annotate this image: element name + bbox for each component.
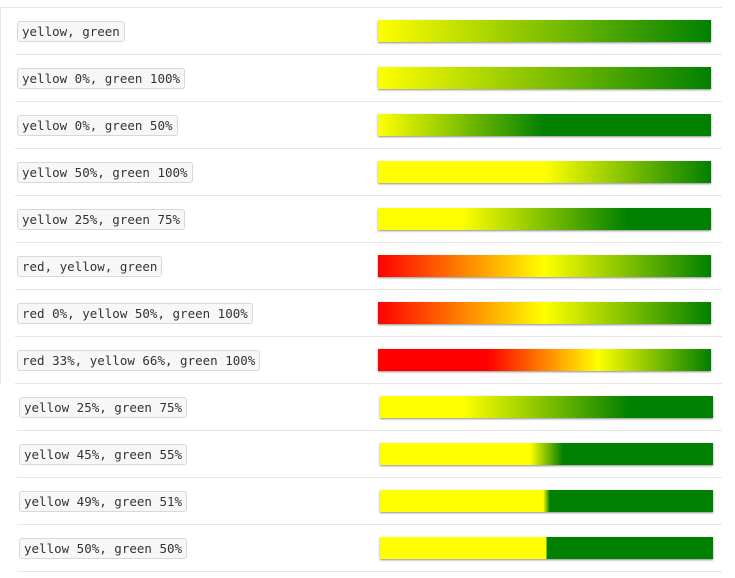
- top-divider: [0, 7, 722, 8]
- gradient-label: red 33%, yellow 66%, green 100%: [17, 350, 261, 371]
- gradient-row: red 33%, yellow 66%, green 100%: [15, 337, 722, 384]
- gradient-bar: [378, 302, 711, 324]
- gradient-row: red 0%, yellow 50%, green 100%: [15, 290, 722, 337]
- gradient-label: red 0%, yellow 50%, green 100%: [17, 303, 253, 324]
- gradient-row: yellow 50%, green 50%: [17, 525, 722, 572]
- gradient-bar: [378, 208, 711, 230]
- gradient-bar: [378, 349, 711, 371]
- gradient-label: yellow 49%, green 51%: [19, 491, 188, 512]
- gradient-bar: [378, 255, 711, 277]
- gradient-label: yellow 25%, green 75%: [17, 209, 186, 230]
- gradient-row: yellow 45%, green 55%: [17, 431, 722, 478]
- gradient-row: yellow 50%, green 100%: [15, 149, 722, 196]
- gradient-label: yellow, green: [17, 21, 125, 42]
- gradient-bar: [378, 161, 711, 183]
- gradient-bar: [380, 537, 713, 559]
- gradient-label: yellow 50%, green 100%: [17, 162, 193, 183]
- gradient-label: yellow 45%, green 55%: [19, 444, 188, 465]
- gradient-label: yellow 50%, green 50%: [19, 538, 188, 559]
- gradient-row: red, yellow, green: [15, 243, 722, 290]
- gradient-row: yellow 0%, green 100%: [15, 55, 722, 102]
- gradient-label: yellow 25%, green 75%: [19, 397, 188, 418]
- gradient-row: yellow 0%, green 50%: [15, 102, 722, 149]
- gradient-bar: [378, 67, 711, 89]
- gradient-row: yellow 49%, green 51%: [17, 478, 722, 525]
- gradient-bar: [378, 114, 711, 136]
- gradient-bar: [378, 20, 711, 42]
- gradient-label: yellow 0%, green 50%: [17, 115, 178, 136]
- gradient-label: yellow 0%, green 100%: [17, 68, 186, 89]
- gradient-bar: [380, 396, 713, 418]
- gradient-bar: [380, 443, 713, 465]
- left-rule: [0, 7, 1, 384]
- gradient-row: yellow 25%, green 75%: [15, 196, 722, 243]
- gradient-label: red, yellow, green: [17, 256, 163, 277]
- gradient-bar: [380, 490, 713, 512]
- gradient-row: yellow, green: [15, 8, 722, 55]
- gradient-row: yellow 25%, green 75%: [17, 384, 722, 431]
